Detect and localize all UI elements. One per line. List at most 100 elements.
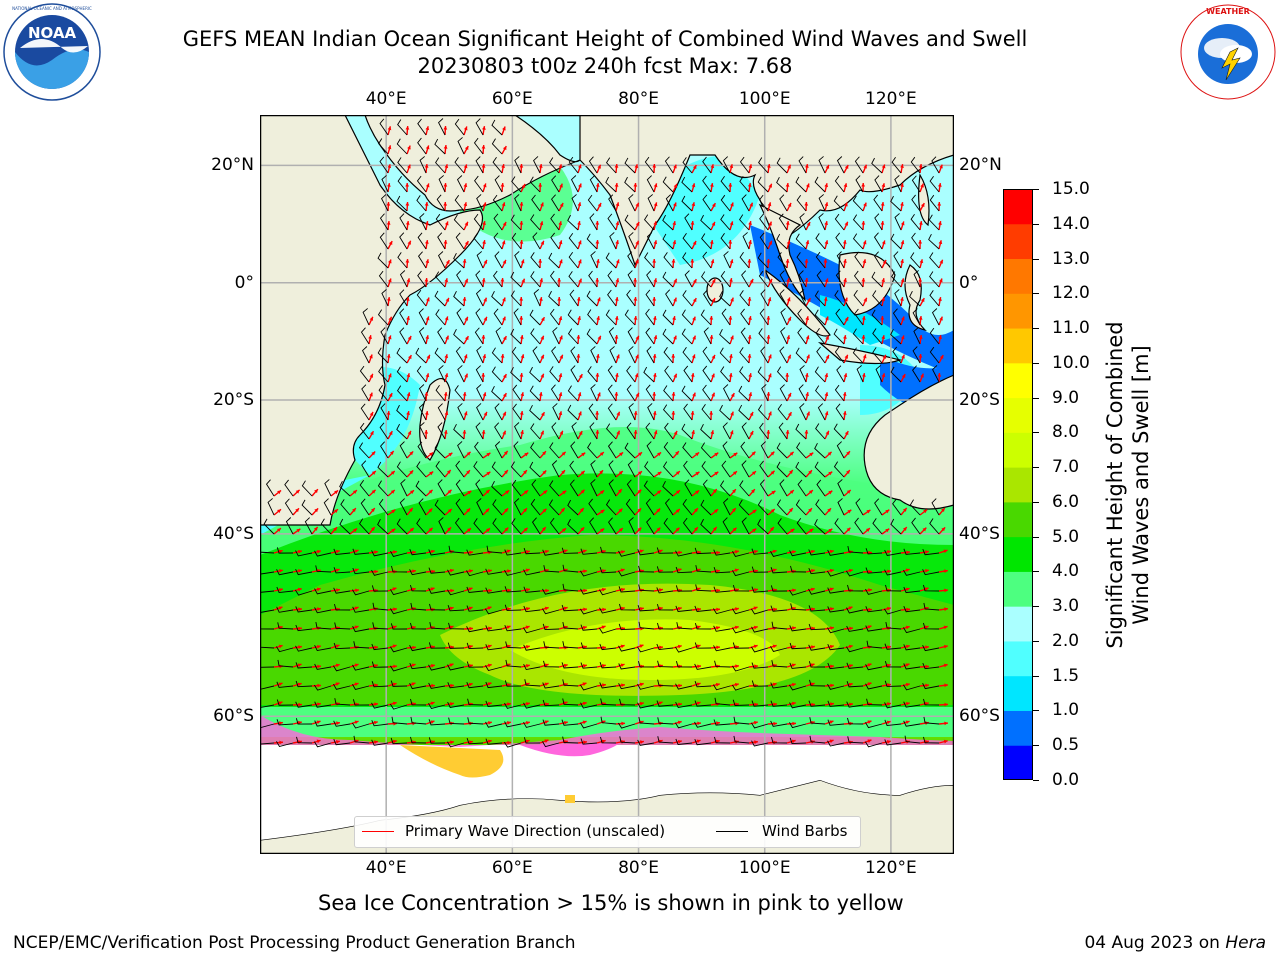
wind-barb bbox=[352, 606, 370, 613]
wind-barb bbox=[872, 290, 883, 307]
wave-direction-arrowhead bbox=[905, 568, 910, 573]
wave-direction-arrowhead bbox=[501, 240, 506, 245]
wave-direction-arrowhead bbox=[863, 164, 867, 169]
wind-barb bbox=[276, 719, 294, 726]
wave-direction-arrowhead bbox=[600, 490, 605, 495]
wind-barb bbox=[549, 480, 560, 497]
wind-barb bbox=[732, 551, 750, 557]
wave-direction-arrowhead bbox=[602, 645, 606, 650]
wind-barb bbox=[599, 643, 617, 651]
wave-direction-arrowhead bbox=[900, 164, 904, 168]
wind-barb bbox=[657, 717, 674, 725]
right-lat-tick-label: 60°S bbox=[959, 706, 1000, 727]
wind-barb bbox=[758, 157, 769, 174]
wind-barb bbox=[410, 602, 427, 611]
wind-barb bbox=[513, 308, 522, 326]
wind-barb bbox=[815, 233, 826, 250]
wave-direction-arrowhead bbox=[615, 202, 620, 207]
colorbar-cell bbox=[1003, 640, 1033, 677]
wave-direction-arrowhead bbox=[521, 183, 526, 188]
wind-barb bbox=[732, 627, 750, 634]
wind-barb bbox=[645, 289, 655, 307]
wave-direction-arrowhead bbox=[503, 450, 508, 455]
wave-direction-arrowhead bbox=[886, 720, 891, 725]
wind-barb bbox=[562, 641, 579, 649]
wave-direction-arrowhead bbox=[544, 606, 549, 611]
wave-direction-arrowhead bbox=[749, 202, 753, 207]
wind-barb bbox=[834, 346, 845, 364]
wind-barb bbox=[379, 156, 389, 174]
wave-direction-arrowhead bbox=[558, 411, 563, 416]
wave-direction-arrowhead bbox=[411, 663, 416, 668]
wave-direction-arrowhead bbox=[487, 606, 492, 610]
colorbar-tick-label: 10.0 bbox=[1052, 352, 1090, 373]
wind-barb bbox=[789, 550, 807, 557]
wind-barb bbox=[656, 547, 674, 554]
wind-barb bbox=[626, 384, 636, 402]
wave-direction-arrowhead bbox=[577, 392, 582, 397]
wave-direction-arrowhead bbox=[582, 682, 587, 687]
wave-direction-arrowhead bbox=[557, 297, 562, 301]
wind-barb bbox=[530, 271, 541, 288]
wind-barb bbox=[314, 663, 332, 670]
wave-direction-arrowhead bbox=[424, 164, 429, 168]
wave-direction-arrowhead bbox=[314, 489, 318, 494]
wave-direction-arrowhead bbox=[392, 682, 397, 687]
wind-barb bbox=[790, 603, 807, 611]
wind-barb bbox=[587, 194, 598, 212]
wind-barb bbox=[456, 175, 465, 193]
wave-direction-arrowhead bbox=[729, 221, 734, 226]
wind-barb bbox=[694, 623, 712, 630]
noaa-logo-text: NOAA bbox=[28, 24, 77, 42]
wave-direction-arrowhead bbox=[944, 683, 948, 688]
wind-barb bbox=[529, 176, 541, 193]
wind-barb bbox=[846, 662, 864, 669]
wave-direction-arrowhead bbox=[501, 164, 505, 168]
wind-barb bbox=[816, 479, 826, 497]
wave-direction-arrowhead bbox=[900, 183, 904, 187]
wave-direction-arrowhead bbox=[295, 508, 299, 513]
wind-barb bbox=[682, 157, 693, 174]
wind-barb bbox=[580, 588, 598, 595]
wind-barb bbox=[681, 328, 693, 345]
wave-direction-arrowhead bbox=[406, 392, 411, 397]
wind-barb bbox=[409, 569, 427, 576]
wave-direction-arrowhead bbox=[526, 664, 530, 668]
wave-direction-arrowhead bbox=[538, 183, 543, 187]
wind-barb bbox=[418, 403, 427, 421]
wave-direction-arrowhead bbox=[424, 240, 429, 244]
wind-barb bbox=[719, 328, 731, 345]
wind-barb bbox=[580, 662, 598, 669]
wind-barb bbox=[362, 308, 370, 326]
wave-direction-arrowhead bbox=[785, 221, 790, 225]
wave-direction-arrowhead bbox=[734, 682, 739, 687]
colorbar-tick-label: 7.0 bbox=[1052, 457, 1080, 478]
wave-direction-arrowhead bbox=[696, 644, 701, 649]
wind-barb bbox=[923, 602, 940, 611]
wave-direction-arrowhead bbox=[830, 607, 834, 611]
wind-barb bbox=[798, 384, 807, 402]
wave-direction-arrowhead bbox=[770, 509, 775, 513]
wave-direction-arrowhead bbox=[520, 430, 524, 434]
sea-ice-edge bbox=[260, 715, 954, 747]
wind-barb bbox=[605, 499, 617, 516]
wind-barb bbox=[852, 214, 864, 231]
wave-direction-arrowhead bbox=[791, 682, 796, 687]
wind-barb bbox=[314, 741, 332, 748]
wind-barb bbox=[485, 700, 503, 707]
wind-barb bbox=[475, 270, 484, 288]
wave-direction-arrowhead bbox=[730, 297, 734, 302]
wave-direction-arrowhead bbox=[519, 202, 524, 206]
wave-direction-arrowhead bbox=[504, 508, 508, 513]
wave-direction-arrowhead bbox=[295, 489, 300, 494]
wind-barb bbox=[776, 366, 788, 383]
wave-direction-arrowhead bbox=[279, 721, 283, 725]
wind-barb bbox=[599, 589, 617, 596]
wave-direction-arrowhead bbox=[804, 278, 809, 282]
wind-barb bbox=[523, 547, 541, 555]
wind-barb bbox=[700, 423, 712, 440]
wave-direction-arrowhead bbox=[905, 663, 910, 667]
wave-direction-arrowhead bbox=[507, 740, 511, 745]
wave-direction-arrowhead bbox=[696, 739, 701, 744]
wind-barb bbox=[475, 156, 484, 174]
